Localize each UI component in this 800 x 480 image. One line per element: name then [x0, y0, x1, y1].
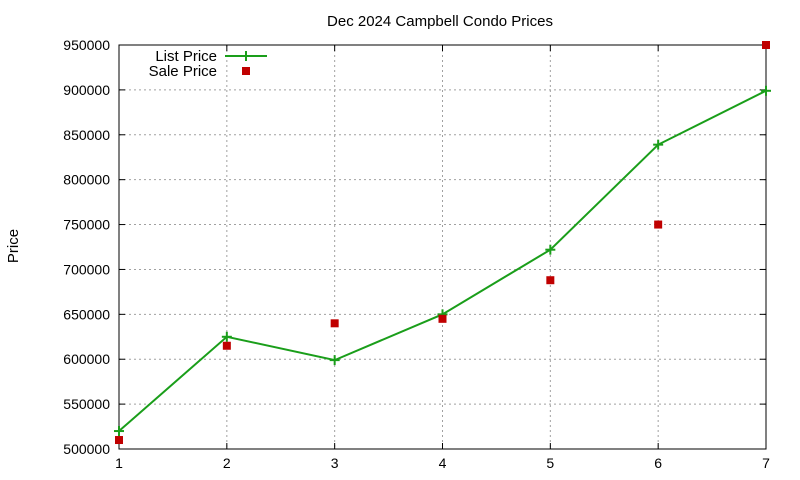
list-price-point	[329, 355, 340, 366]
sale-price-point	[546, 276, 555, 285]
legend: List Price Sale Price	[149, 48, 267, 80]
x-tick-label: 5	[546, 455, 554, 471]
y-tick-label: 750000	[63, 217, 110, 233]
list-price-point	[653, 139, 664, 150]
y-tick-label: 700000	[63, 261, 110, 277]
list-price-point	[221, 331, 232, 342]
sale-price-point	[762, 41, 770, 49]
y-tick-label: 950000	[63, 37, 110, 53]
sale-price-point	[115, 436, 123, 445]
x-tick-label: 1	[115, 455, 123, 471]
legend-label-sale-price: Sale Price	[149, 63, 217, 80]
legend-sample-list-price	[225, 51, 267, 61]
x-axis-ticks: 1 2 3 4 5 6 7	[115, 45, 770, 471]
sale-price-point	[330, 319, 339, 328]
sale-price-point	[438, 314, 447, 323]
y-tick-label: 500000	[63, 441, 110, 457]
legend-label-list-price: List Price	[155, 48, 217, 65]
y-tick-label: 550000	[63, 396, 110, 412]
series-layer	[114, 41, 771, 445]
y-tick-label: 850000	[63, 127, 110, 143]
x-tick-label: 7	[762, 455, 770, 471]
list-price-point	[114, 426, 124, 437]
chart-title: Dec 2024 Campbell Condo Prices	[327, 13, 553, 30]
sale-price-point	[222, 341, 231, 350]
x-tick-label: 4	[439, 455, 447, 471]
x-tick-label: 6	[654, 455, 662, 471]
y-tick-label: 650000	[63, 306, 110, 322]
y-tick-label: 800000	[63, 172, 110, 188]
list-price-point	[761, 85, 771, 96]
sale-price-point	[654, 220, 663, 229]
y-axis-ticks: 500000 550000 600000 650000 700000 750000 8000…	[63, 37, 766, 457]
x-tick-label: 3	[331, 455, 339, 471]
legend-sample-sale-price	[242, 67, 250, 75]
y-axis-title: Price	[5, 229, 22, 263]
y-tick-label: 900000	[63, 82, 110, 98]
y-tick-label: 600000	[63, 351, 110, 367]
x-tick-label: 2	[223, 455, 231, 471]
list-price-point	[545, 244, 556, 255]
